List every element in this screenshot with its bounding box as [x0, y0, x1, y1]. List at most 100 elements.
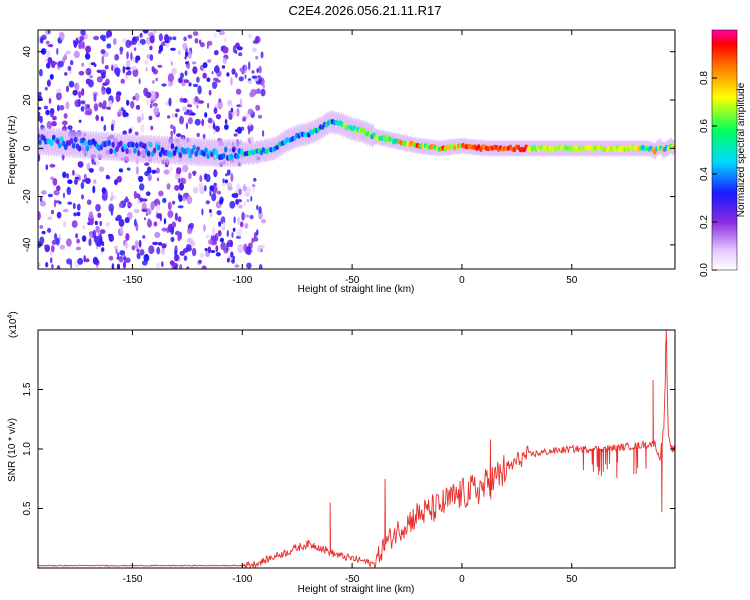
snr-series [38, 330, 675, 568]
heatmap-cell [169, 166, 173, 173]
heatmap-cell [222, 152, 226, 159]
heatmap-cell [59, 105, 65, 111]
heatmap-cell [214, 103, 219, 109]
heatmap-cell [149, 35, 155, 44]
heatmap-cell [45, 164, 49, 171]
y-tick-label: -20 [22, 189, 33, 204]
heatmap-cell [158, 33, 163, 42]
heatmap-cell [232, 45, 236, 54]
heatmap-cell [238, 188, 242, 196]
heatmap-cell [111, 141, 115, 148]
heatmap-cell [155, 77, 158, 82]
x-tick-label: -50 [345, 574, 360, 585]
heatmap-cell [164, 34, 169, 42]
heatmap-cell [99, 229, 106, 234]
heatmap-cell [152, 80, 155, 84]
colorbar-tick-label: 0.4 [699, 167, 710, 181]
heatmap-cell [133, 208, 138, 213]
heatmap-cell [178, 194, 183, 202]
heatmap-cell [215, 64, 219, 71]
heatmap-cell [57, 60, 64, 68]
heatmap-cell [128, 202, 133, 207]
heatmap-cell [81, 41, 85, 50]
heatmap-cell [134, 218, 137, 227]
heatmap-cell [213, 182, 217, 187]
heatmap-cell [216, 190, 222, 195]
heatmap-cell [196, 132, 200, 138]
heatmap-cell [178, 178, 181, 184]
heatmap-cell [125, 148, 129, 155]
y-tick-label: 1.5 [22, 382, 33, 396]
heatmap-cell [206, 77, 211, 82]
heatmap-cell [146, 36, 151, 46]
heatmap-cell [78, 43, 83, 50]
heatmap-cell [230, 77, 233, 86]
heatmap-cell [122, 130, 127, 135]
heatmap-cell [146, 166, 152, 174]
heatmap-cell [230, 107, 234, 113]
heatmap-cell [40, 200, 46, 207]
heatmap-cell [177, 205, 184, 209]
heatmap-cell [176, 133, 182, 138]
heatmap-cell [116, 91, 122, 96]
heatmap-cell [106, 106, 111, 110]
heatmap-cell [71, 220, 78, 228]
heatmap-cell [114, 54, 120, 61]
heatmap-cell [250, 195, 253, 202]
heatmap-cell [184, 70, 188, 76]
heatmap-cell [204, 147, 208, 154]
x-tick-label: -150 [122, 275, 142, 286]
heatmap-cell [109, 148, 113, 155]
heatmap-cell [147, 32, 154, 37]
heatmap-cell [148, 115, 153, 121]
heatmap-cell [86, 162, 91, 171]
heatmap-cell [161, 243, 167, 249]
y-tick-label: 0 [22, 145, 33, 151]
heatmap-cell [46, 62, 51, 69]
heatmap-cell [47, 227, 52, 233]
heatmap-cell [133, 47, 137, 51]
heatmap-cell [190, 112, 196, 116]
heatmap-cell [258, 206, 262, 214]
heatmap-cell [125, 66, 131, 70]
heatmap-cell [132, 96, 136, 101]
heatmap-cell [125, 233, 130, 241]
heatmap-cell [101, 85, 105, 91]
heatmap-cell [251, 237, 255, 244]
heatmap-cell [232, 227, 236, 232]
heatmap-cell [205, 200, 211, 205]
heatmap-cell [47, 57, 53, 64]
heatmap-cell [67, 65, 72, 71]
heatmap-cell [218, 221, 222, 227]
heatmap-cell [145, 67, 148, 72]
heatmap-cell [108, 100, 113, 109]
heatmap-cell [191, 247, 197, 257]
heatmap-cell [116, 214, 122, 221]
heatmap-cell [238, 204, 243, 209]
x-tick-label: -100 [232, 275, 252, 286]
heatmap-cell [167, 210, 174, 219]
heatmap-cell [251, 75, 258, 79]
heatmap-cell [85, 258, 90, 263]
heatmap-cell [257, 244, 262, 253]
heatmap-cell [134, 240, 139, 249]
heatmap-cell [123, 143, 127, 150]
heatmap-cell [212, 123, 216, 130]
heatmap-cell [106, 43, 112, 49]
heatmap-cell [95, 225, 100, 234]
y-tick-label: 20 [22, 94, 33, 106]
heatmap-cell [183, 255, 188, 261]
heatmap-cell [262, 84, 266, 89]
heatmap-cell [209, 185, 215, 192]
heatmap-cell [150, 201, 155, 211]
heatmap-cell [168, 223, 173, 233]
heatmap-cell [78, 119, 82, 124]
heatmap-cell [199, 42, 205, 48]
snr-scale-label: (x104) [7, 311, 19, 338]
heatmap-cell [120, 225, 124, 234]
heatmap-cell [238, 76, 244, 82]
heatmap-cell [148, 245, 155, 255]
heatmap-cell [247, 80, 253, 85]
heatmap-cell [168, 97, 172, 107]
heatmap-cell [139, 32, 143, 38]
